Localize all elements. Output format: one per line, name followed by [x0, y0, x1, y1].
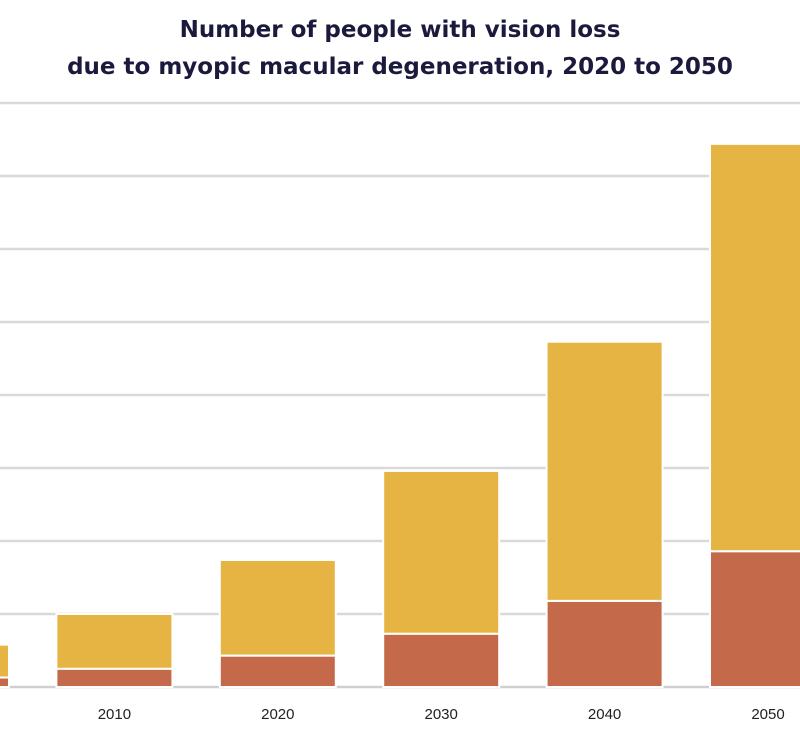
bar-segment-2050-1: [709, 550, 800, 688]
x-tick-labels: 200020102020203020402050: [98, 706, 785, 723]
bar-segment-2010-2: [55, 613, 174, 670]
bar-segment-2020-2: [218, 558, 337, 657]
bar-segment-2010-1: [55, 667, 174, 688]
x-tick-label-2050: 2050: [751, 706, 784, 723]
chart-subtitle: due to myopic macular degeneration, 2020…: [67, 54, 733, 80]
chart-title-block: Number of people with vision loss due to…: [0, 12, 800, 86]
bar-segment-2050-2: [709, 142, 800, 553]
bar-segment-2040-1: [545, 599, 664, 688]
chart-title: Number of people with vision loss: [179, 17, 621, 43]
bars: [0, 142, 800, 689]
x-tick-label-2030: 2030: [425, 706, 458, 723]
bar-segment-2020-1: [218, 654, 337, 688]
bar-segment-2030-1: [382, 632, 501, 689]
x-tick-label-2020: 2020: [261, 706, 294, 723]
x-tick-label-2010: 2010: [98, 706, 131, 723]
x-tick-label-2040: 2040: [588, 706, 621, 723]
bar-segment-2000-1: [0, 676, 10, 689]
bar-segment-2000-2: [0, 643, 10, 679]
bar-segment-2040-2: [545, 340, 664, 602]
bar-segment-2030-2: [382, 469, 501, 635]
